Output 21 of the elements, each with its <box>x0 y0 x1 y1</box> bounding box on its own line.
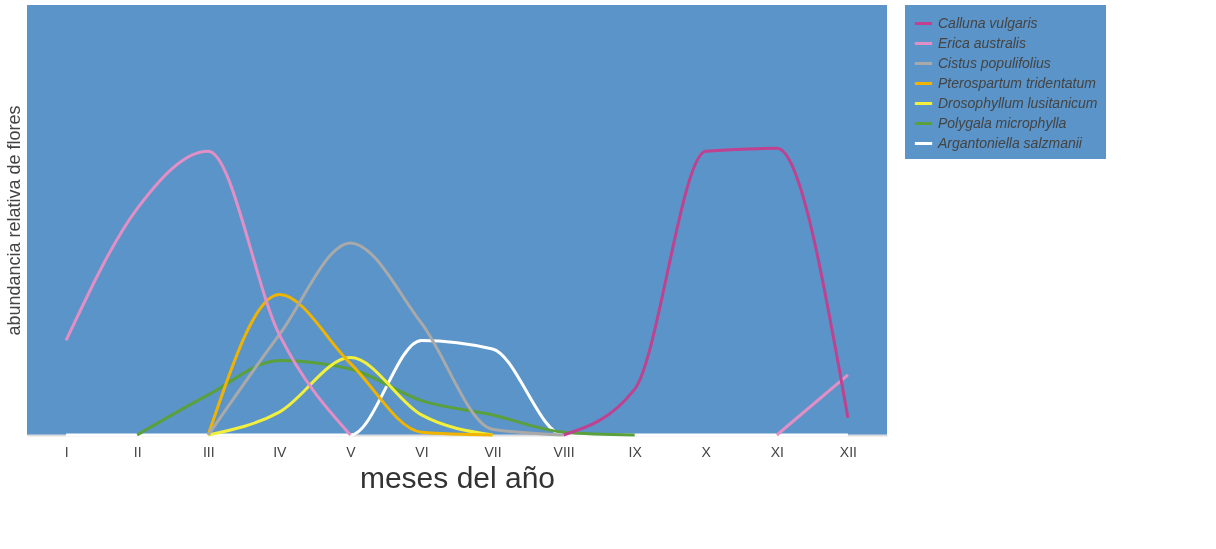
x-tick-label: VIII <box>553 443 575 460</box>
x-tick-label: XI <box>770 443 784 460</box>
legend-label: Calluna vulgaris <box>938 14 1038 31</box>
legend-label: Erica australis <box>938 34 1026 51</box>
x-tick-label: IX <box>628 443 643 460</box>
legend-label: Pterospartum tridentatum <box>938 74 1097 91</box>
x-tick-label: I <box>64 443 69 460</box>
x-tick-label: II <box>133 443 142 460</box>
legend-label: Argantoniella salzmanii <box>937 134 1083 151</box>
x-tick-label: X <box>701 443 712 460</box>
x-axis-title: meses del año <box>359 460 556 494</box>
legend-label: Polygala microphylla <box>938 114 1067 131</box>
x-tick-label: VII <box>484 443 502 460</box>
legend-label: Cistus populifolius <box>938 54 1051 71</box>
x-tick-label: III <box>202 443 215 460</box>
x-tick-label: XII <box>839 443 857 460</box>
y-axis-title: abundancia relativa de flores <box>3 105 24 336</box>
legend-label: Drosophyllum lusitanicum <box>938 94 1098 111</box>
x-tick-label: V <box>346 443 357 460</box>
x-tick-label: VI <box>415 443 429 460</box>
x-tick-label: IV <box>273 443 288 460</box>
